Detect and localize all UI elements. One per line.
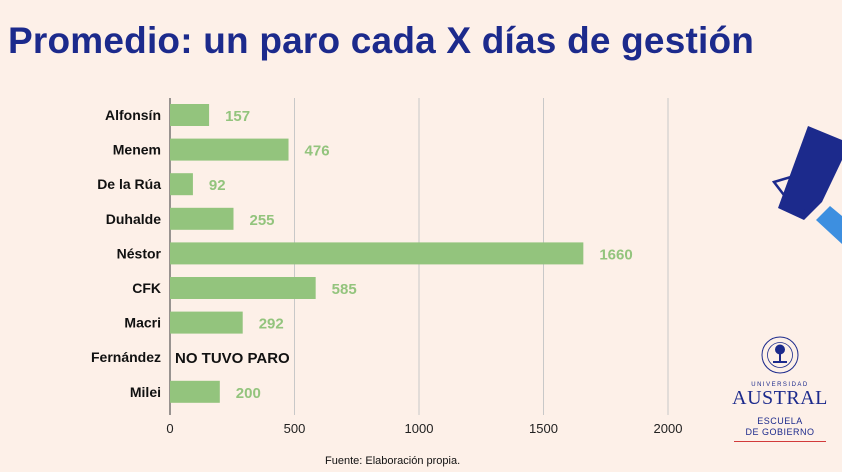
logo-divider bbox=[734, 441, 826, 442]
category-label: Macri bbox=[124, 315, 161, 331]
category-label: CFK bbox=[132, 280, 161, 296]
value-label: 200 bbox=[236, 385, 261, 402]
logo-university: UNIVERSIDAD bbox=[751, 382, 809, 388]
bar bbox=[170, 311, 243, 334]
category-label: Milei bbox=[130, 384, 161, 400]
light-blue-shape bbox=[816, 206, 842, 244]
value-label: 92 bbox=[209, 177, 226, 194]
x-tick-label: 1500 bbox=[529, 421, 558, 436]
logo-school-line1: ESCUELA bbox=[757, 416, 803, 426]
seal-icon bbox=[761, 336, 799, 374]
page-title: Promedio: un paro cada X días de gestión bbox=[8, 20, 755, 61]
value-label: 1660 bbox=[599, 246, 632, 263]
x-axis-ticks: 0 500 1000 1500 2000 bbox=[166, 421, 682, 436]
category-label: Néstor bbox=[117, 245, 162, 261]
bar bbox=[170, 104, 210, 126]
value-label: 585 bbox=[332, 281, 357, 298]
check-outline-shape bbox=[771, 174, 808, 218]
value-label: 157 bbox=[225, 108, 250, 125]
x-tick-label: 1000 bbox=[405, 421, 434, 436]
category-label: Menem bbox=[113, 142, 161, 158]
bar bbox=[170, 173, 193, 196]
logo-school-line2: DE GOBIERNO bbox=[745, 427, 815, 437]
source-note: Fuente: Elaboración propia. bbox=[325, 455, 461, 467]
bar bbox=[170, 277, 316, 299]
category-label: Duhalde bbox=[106, 211, 161, 227]
category-labels: Alfonsín Menem De la Rúa Duhalde Néstor CFK Ma… bbox=[91, 107, 162, 400]
category-label: Fernández bbox=[91, 349, 161, 365]
decorative-shapes bbox=[771, 126, 842, 244]
value-label-no-data: NO TUVO PARO bbox=[175, 350, 290, 367]
value-label: 255 bbox=[249, 212, 274, 229]
checkmark-shape bbox=[778, 126, 842, 220]
x-tick-label: 500 bbox=[284, 421, 306, 436]
value-label: 292 bbox=[259, 316, 284, 333]
logo-name: AUSTRAL bbox=[732, 387, 828, 409]
category-label: De la Rúa bbox=[97, 176, 161, 192]
category-label: Alfonsín bbox=[105, 107, 161, 123]
x-tick-label: 0 bbox=[166, 421, 173, 436]
bar bbox=[170, 380, 220, 403]
x-tick-label: 2000 bbox=[654, 421, 683, 436]
bars bbox=[170, 104, 584, 403]
bar bbox=[170, 207, 234, 230]
bar bbox=[170, 242, 584, 265]
value-labels: 157 476 92 255 1660 585 292 NO TUVO PARO 200 bbox=[175, 108, 633, 402]
university-logo: UNIVERSIDAD AUSTRAL ESCUELA DE GOBIERNO bbox=[728, 335, 832, 442]
value-label: 476 bbox=[305, 143, 330, 160]
bar bbox=[170, 138, 289, 161]
